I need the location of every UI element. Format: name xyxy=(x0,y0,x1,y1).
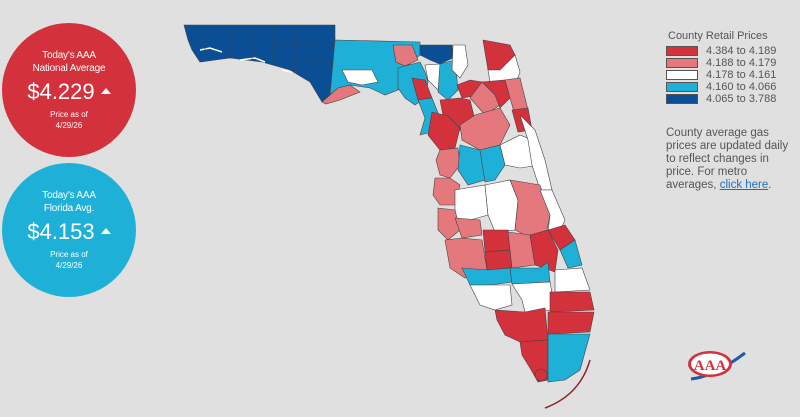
florida-asof-date: 4/29/26 xyxy=(55,261,83,270)
note-suffix: . xyxy=(768,179,772,191)
florida-asof-label: Price as of xyxy=(50,250,88,259)
legend-swatch xyxy=(666,46,698,56)
map-legend: County Retail Prices 4.384 to 4.189 4.18… xyxy=(666,30,796,105)
update-note: County average gas prices are updated da… xyxy=(666,127,796,192)
florida-average-badge: Today's AAA Florida Avg. $4.153 Price as… xyxy=(2,163,136,297)
legend-item: 4.065 to 3.788 xyxy=(666,93,796,105)
national-average-price: $4.229 xyxy=(27,79,111,104)
legend-range: 4.160 to 4.066 xyxy=(706,81,777,93)
legend-range: 4.188 to 4.179 xyxy=(706,57,777,69)
national-asof-date: 4/29/26 xyxy=(55,121,83,130)
metro-averages-link[interactable]: click here xyxy=(719,179,769,191)
trend-up-icon xyxy=(100,88,111,94)
region-southeast[interactable] xyxy=(534,267,595,409)
legend-range: 4.384 to 4.189 xyxy=(706,45,777,57)
florida-badge-title-1: Today's AAA xyxy=(42,190,96,201)
legend-item: 4.384 to 4.189 xyxy=(666,45,796,57)
note-text: County average gas prices are updated da… xyxy=(666,127,789,191)
legend-item: 4.188 to 4.179 xyxy=(666,57,796,69)
legend-swatch xyxy=(666,94,698,104)
national-price-value: $4.229 xyxy=(27,79,95,104)
national-asof-label: Price as of xyxy=(50,110,88,119)
legend-swatch xyxy=(666,70,698,80)
legend-swatch xyxy=(666,58,698,68)
florida-price-value: $4.153 xyxy=(27,219,95,244)
legend-range: 4.065 to 3.788 xyxy=(706,93,777,105)
aaa-logo-text: AAA xyxy=(694,358,727,374)
aaa-logo-icon: AAA xyxy=(688,351,746,381)
florida-badge-title-2: Florida Avg. xyxy=(43,203,95,214)
legend-item: 4.178 to 4.161 xyxy=(666,69,796,81)
region-panhandle-west[interactable] xyxy=(183,24,336,103)
region-big-bend[interactable] xyxy=(321,39,469,136)
national-badge-title-2: National Average xyxy=(32,63,106,74)
legend-swatch xyxy=(666,82,698,92)
region-northeast[interactable] xyxy=(427,39,533,151)
legend-range: 4.178 to 4.161 xyxy=(706,69,777,81)
national-average-badge: Today's AAA National Average $4.229 Pric… xyxy=(2,23,136,157)
legend-item: 4.160 to 4.066 xyxy=(666,81,796,93)
florida-average-price: $4.153 xyxy=(27,219,111,244)
legend-heading: County Retail Prices xyxy=(668,30,768,42)
trend-up-icon xyxy=(100,228,111,234)
national-badge-title-1: Today's AAA xyxy=(42,50,96,61)
region-central[interactable] xyxy=(432,114,583,273)
